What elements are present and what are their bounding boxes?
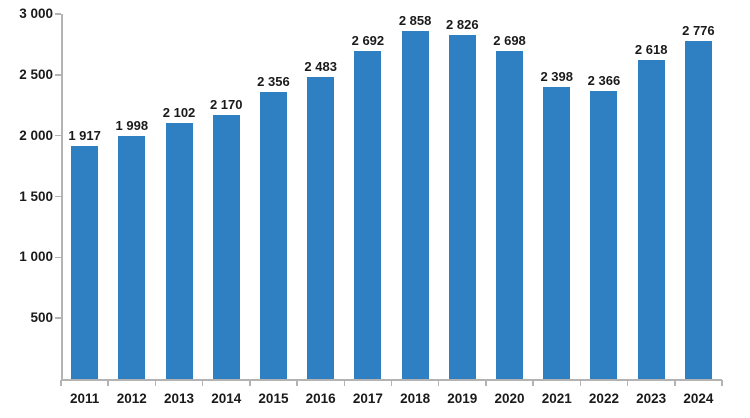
bar[interactable]: [543, 87, 571, 379]
x-axis-tick-label: 2016: [305, 391, 336, 406]
bar-group: 2 692: [352, 14, 384, 379]
bar-group: 2 698: [493, 14, 526, 379]
x-axis-tick-mark: [721, 380, 723, 386]
x-axis-tick-label: 2023: [636, 391, 667, 406]
x-axis-tick-label: 2022: [588, 391, 619, 406]
bar-group: 2 170: [210, 14, 243, 379]
bar-group: 2 483: [304, 14, 337, 379]
bar[interactable]: [401, 31, 429, 379]
bar-value-label: 2 356: [257, 74, 290, 90]
bar-group: 2 398: [540, 14, 573, 379]
x-axis-tick-mark: [343, 380, 346, 386]
plot-area: 1 917 1 998 2 102 2 170 2 356 2 483 2 692 2 858…: [61, 13, 722, 379]
bar-value-label: 2 102: [162, 105, 196, 121]
y-axis-line: [61, 14, 63, 380]
x-axis-tick-label: 2013: [164, 391, 195, 406]
y-axis-tick-mark: [55, 317, 61, 319]
x-axis-tick-labels: 2011 2012 2013 2014 2015 2016 2017 2018 2019 2020…: [61, 390, 722, 412]
bar[interactable]: [354, 51, 382, 379]
bar-value-label: 2 858: [398, 13, 432, 29]
y-axis-tick-labels: 500 1 000 1 500 2 000 2 500 3 000: [0, 0, 53, 418]
y-axis-tick-label: 1 000: [19, 249, 53, 265]
bar-value-label: 2 170: [209, 96, 243, 112]
x-axis-tick-label: 2015: [258, 391, 289, 406]
bar[interactable]: [496, 50, 524, 379]
x-axis-tick-label: 2014: [211, 391, 242, 406]
x-axis-tick-mark: [674, 380, 676, 386]
y-axis-tick-mark: [55, 13, 61, 15]
x-axis-tick-mark: [532, 380, 534, 386]
y-axis-tick-mark: [55, 195, 61, 198]
bar-group: 2 356: [257, 14, 290, 379]
bar-group: 2 776: [682, 14, 715, 379]
bar[interactable]: [684, 41, 712, 379]
bar-value-label: 2 618: [634, 42, 668, 58]
bar-group: 2 826: [446, 14, 479, 379]
bar[interactable]: [590, 91, 618, 379]
x-axis-tick-mark: [485, 380, 487, 386]
y-axis-tick-mark: [55, 256, 61, 259]
bar[interactable]: [448, 35, 476, 379]
y-axis-tick-mark: [55, 74, 61, 76]
x-axis-line: [61, 379, 722, 381]
bar[interactable]: [259, 92, 287, 379]
bar-group: 1 998: [116, 14, 148, 379]
bar-group: 2 366: [588, 14, 620, 379]
x-axis-tick-label: 2019: [447, 391, 478, 406]
bar[interactable]: [637, 60, 665, 379]
x-axis-tick-label: 2011: [69, 391, 100, 406]
x-axis-tick-mark: [390, 380, 393, 386]
bar-value-label: 2 483: [304, 58, 337, 74]
bar-group: 2 618: [635, 14, 667, 379]
x-axis-tick-mark: [201, 380, 204, 386]
bar-group: 1 917: [68, 14, 101, 379]
x-axis-tick-label: 2024: [683, 391, 714, 406]
bar[interactable]: [118, 135, 146, 379]
bar-group: 2 102: [163, 14, 195, 379]
y-axis-tick-mark: [55, 134, 61, 137]
x-axis-tick-label: 2018: [400, 391, 431, 406]
y-axis-tick-label: 3 000: [19, 6, 53, 21]
bar[interactable]: [71, 145, 99, 379]
bar-value-label: 2 398: [540, 69, 574, 85]
bar-value-label: 2 692: [351, 33, 385, 49]
bar-value-label: 1 998: [115, 117, 149, 133]
bar-value-label: 2 826: [446, 17, 479, 33]
x-axis-tick-mark: [249, 380, 251, 386]
x-axis-tick-mark: [154, 380, 157, 386]
x-axis-tick-label: 2012: [116, 391, 147, 406]
bar-value-label: 1 917: [68, 127, 101, 143]
y-axis-tick-label: 2 500: [19, 66, 53, 82]
bar[interactable]: [212, 114, 240, 379]
bar-value-label: 2 698: [493, 32, 526, 48]
x-axis-tick-mark: [579, 380, 582, 386]
x-axis-tick-label: 2021: [541, 391, 572, 406]
y-axis-tick-label: 2 000: [19, 127, 53, 143]
y-axis-tick-label: 1 500: [19, 188, 53, 204]
y-axis-tick-label: 500: [30, 310, 53, 326]
bar[interactable]: [307, 76, 335, 379]
x-axis-tick-label: 2020: [494, 391, 525, 406]
x-axis-tick-mark: [296, 380, 298, 386]
bar-group: 2 858: [399, 13, 431, 379]
bar[interactable]: [165, 123, 193, 379]
x-axis-tick-mark: [437, 380, 440, 386]
x-axis-tick-mark: [107, 380, 109, 386]
x-axis-tick-mark: [626, 380, 629, 386]
bar-value-label: 2 366: [587, 73, 621, 89]
x-axis-tick-mark: [60, 380, 62, 386]
x-axis-tick-label: 2017: [352, 391, 383, 406]
bar-value-label: 2 776: [682, 23, 715, 39]
